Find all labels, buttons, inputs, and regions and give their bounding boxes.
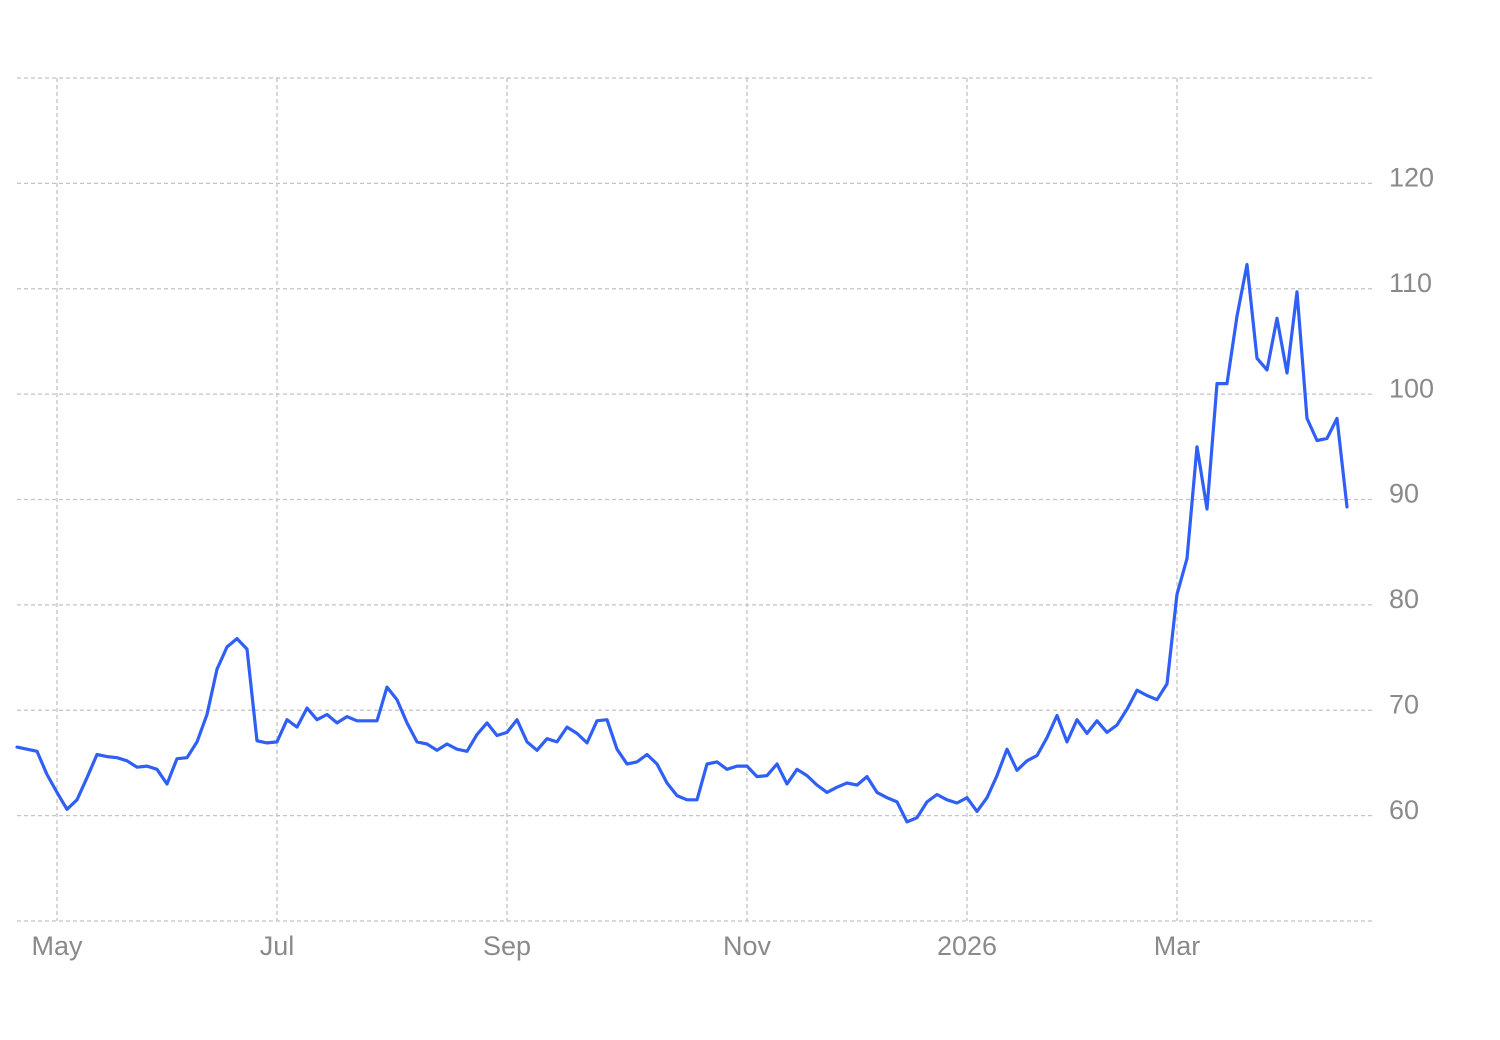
y-tick-label: 100 <box>1389 373 1434 403</box>
x-tick-label: Mar <box>1154 931 1201 961</box>
x-tick-label: Sep <box>483 931 531 961</box>
y-tick-label: 60 <box>1389 795 1419 825</box>
x-tick-label: Jul <box>260 931 295 961</box>
y-tick-label: 70 <box>1389 689 1419 719</box>
x-tick-label: Nov <box>723 931 772 961</box>
x-tick-label: 2026 <box>937 931 997 961</box>
y-tick-label: 80 <box>1389 584 1419 614</box>
y-tick-label: 90 <box>1389 479 1419 509</box>
price-line <box>15 262 1349 824</box>
x-tick-label: May <box>31 931 83 961</box>
y-tick-label: 110 <box>1389 268 1432 298</box>
y-tick-label: 120 <box>1389 163 1434 193</box>
